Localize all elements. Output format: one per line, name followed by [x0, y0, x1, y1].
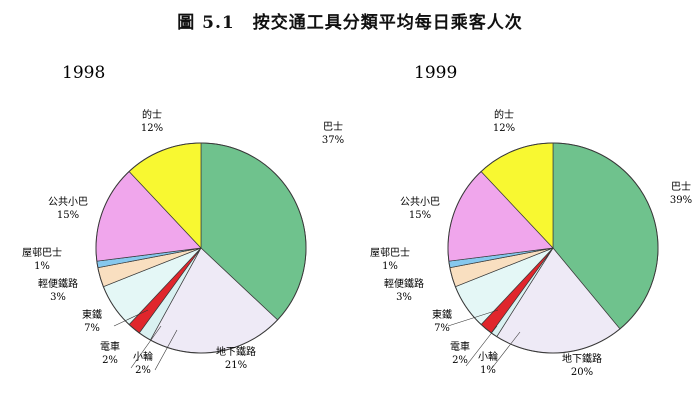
- chart-year-label: 1999: [414, 63, 457, 83]
- slice-name-label: 東鐵: [432, 308, 452, 321]
- slice-percent-label: 2%: [135, 365, 151, 376]
- slice-name-label: 屋邨巴士: [370, 246, 410, 259]
- slice-percent-label: 1%: [382, 261, 398, 272]
- slice-percent-label: 2%: [452, 355, 468, 366]
- slice-percent-label: 15%: [409, 210, 431, 221]
- leader-line: [130, 325, 162, 369]
- slice-name-label: 巴士: [671, 180, 691, 193]
- slice-name-label: 巴士: [323, 120, 343, 133]
- slice-percent-label: 1%: [34, 261, 50, 272]
- leader-line: [447, 309, 499, 327]
- figure-title: 圖 5.1 按交通工具分類平均每日乘客人次: [177, 13, 523, 33]
- slice-name-label: 小輪: [478, 350, 498, 363]
- pie-chart-1999: 1999 巴士 39% 地下鐵路 20% 小輪 1% 電車 2% 東鐵 7% 輕便鐵路 3% 屋邨巴士 1…: [370, 63, 692, 378]
- slice-name-label: 小輪: [133, 350, 153, 363]
- slice-name-label: 輕便鐵路: [38, 277, 78, 290]
- slice-percent-label: 20%: [571, 367, 593, 378]
- pie-outline: [95, 142, 307, 354]
- leader-line: [113, 309, 149, 327]
- slice-percent-label: 21%: [225, 360, 247, 371]
- slice-name-label: 的士: [142, 108, 162, 121]
- slice-name-label: 電車: [100, 340, 120, 353]
- slice-name-label: 輕便鐵路: [384, 277, 424, 290]
- slice-percent-label: 1%: [480, 365, 496, 376]
- slice-percent-label: 12%: [141, 123, 163, 134]
- leader-line: [491, 331, 521, 369]
- slice-percent-label: 3%: [396, 292, 412, 303]
- slice-name-label: 屋邨巴士: [22, 246, 62, 259]
- pie-outline: [447, 142, 659, 354]
- slice-percent-label: 39%: [670, 195, 692, 206]
- slice-percent-label: 7%: [84, 323, 100, 334]
- slice-name-label: 電車: [450, 340, 470, 353]
- slice-name-label: 的士: [494, 108, 514, 121]
- slice-name-label: 東鐵: [82, 308, 102, 321]
- leader-line: [465, 325, 498, 367]
- slice-percent-label: 12%: [493, 123, 515, 134]
- chart-year-label: 1998: [62, 63, 105, 83]
- slice-percent-label: 15%: [57, 210, 79, 221]
- slice-name-label: 公共小巴: [48, 196, 88, 208]
- leader-line: [154, 329, 178, 371]
- slice-percent-label: 2%: [102, 355, 118, 366]
- slice-name-label: 地下鐵路: [562, 352, 602, 365]
- slice-percent-label: 3%: [50, 292, 66, 303]
- slice-percent-label: 37%: [322, 135, 344, 146]
- slice-name-label: 地下鐵路: [216, 345, 256, 358]
- pie-chart-1998: 1998 巴士 37% 地下鐵路 21% 小輪 2% 電車 2% 東鐵 7% 輕便鐵路 3% 屋邨巴士 1…: [22, 63, 344, 376]
- slice-name-label: 公共小巴: [400, 196, 440, 208]
- slice-percent-label: 7%: [434, 323, 450, 334]
